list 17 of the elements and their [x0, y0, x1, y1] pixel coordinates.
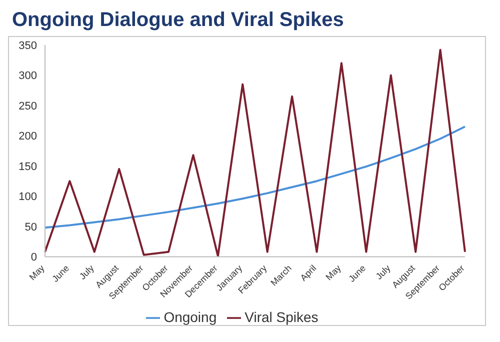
y-tick-label: 0 — [30, 252, 37, 264]
line-series — [44, 126, 466, 229]
y-tick-label: 150 — [18, 160, 37, 173]
y-tick-label: 300 — [18, 70, 37, 82]
legend-label: Ongoing — [164, 308, 217, 325]
x-tick-label: May — [27, 262, 47, 282]
x-tick-label: July — [77, 262, 96, 282]
legend-label: Viral Spikes — [244, 308, 318, 325]
y-tick-label: 350 — [18, 40, 37, 52]
x-tick-label: May — [324, 262, 344, 282]
y-tick-label: 100 — [18, 191, 37, 204]
line-series — [44, 48, 466, 257]
y-tick-label: 250 — [18, 100, 37, 112]
y-tick-label: 50 — [24, 221, 37, 234]
y-tick-label: 200 — [18, 130, 37, 143]
x-tick-label: July — [374, 262, 393, 282]
chart-title: Ongoing Dialogue and Viral Spikes — [12, 8, 345, 33]
